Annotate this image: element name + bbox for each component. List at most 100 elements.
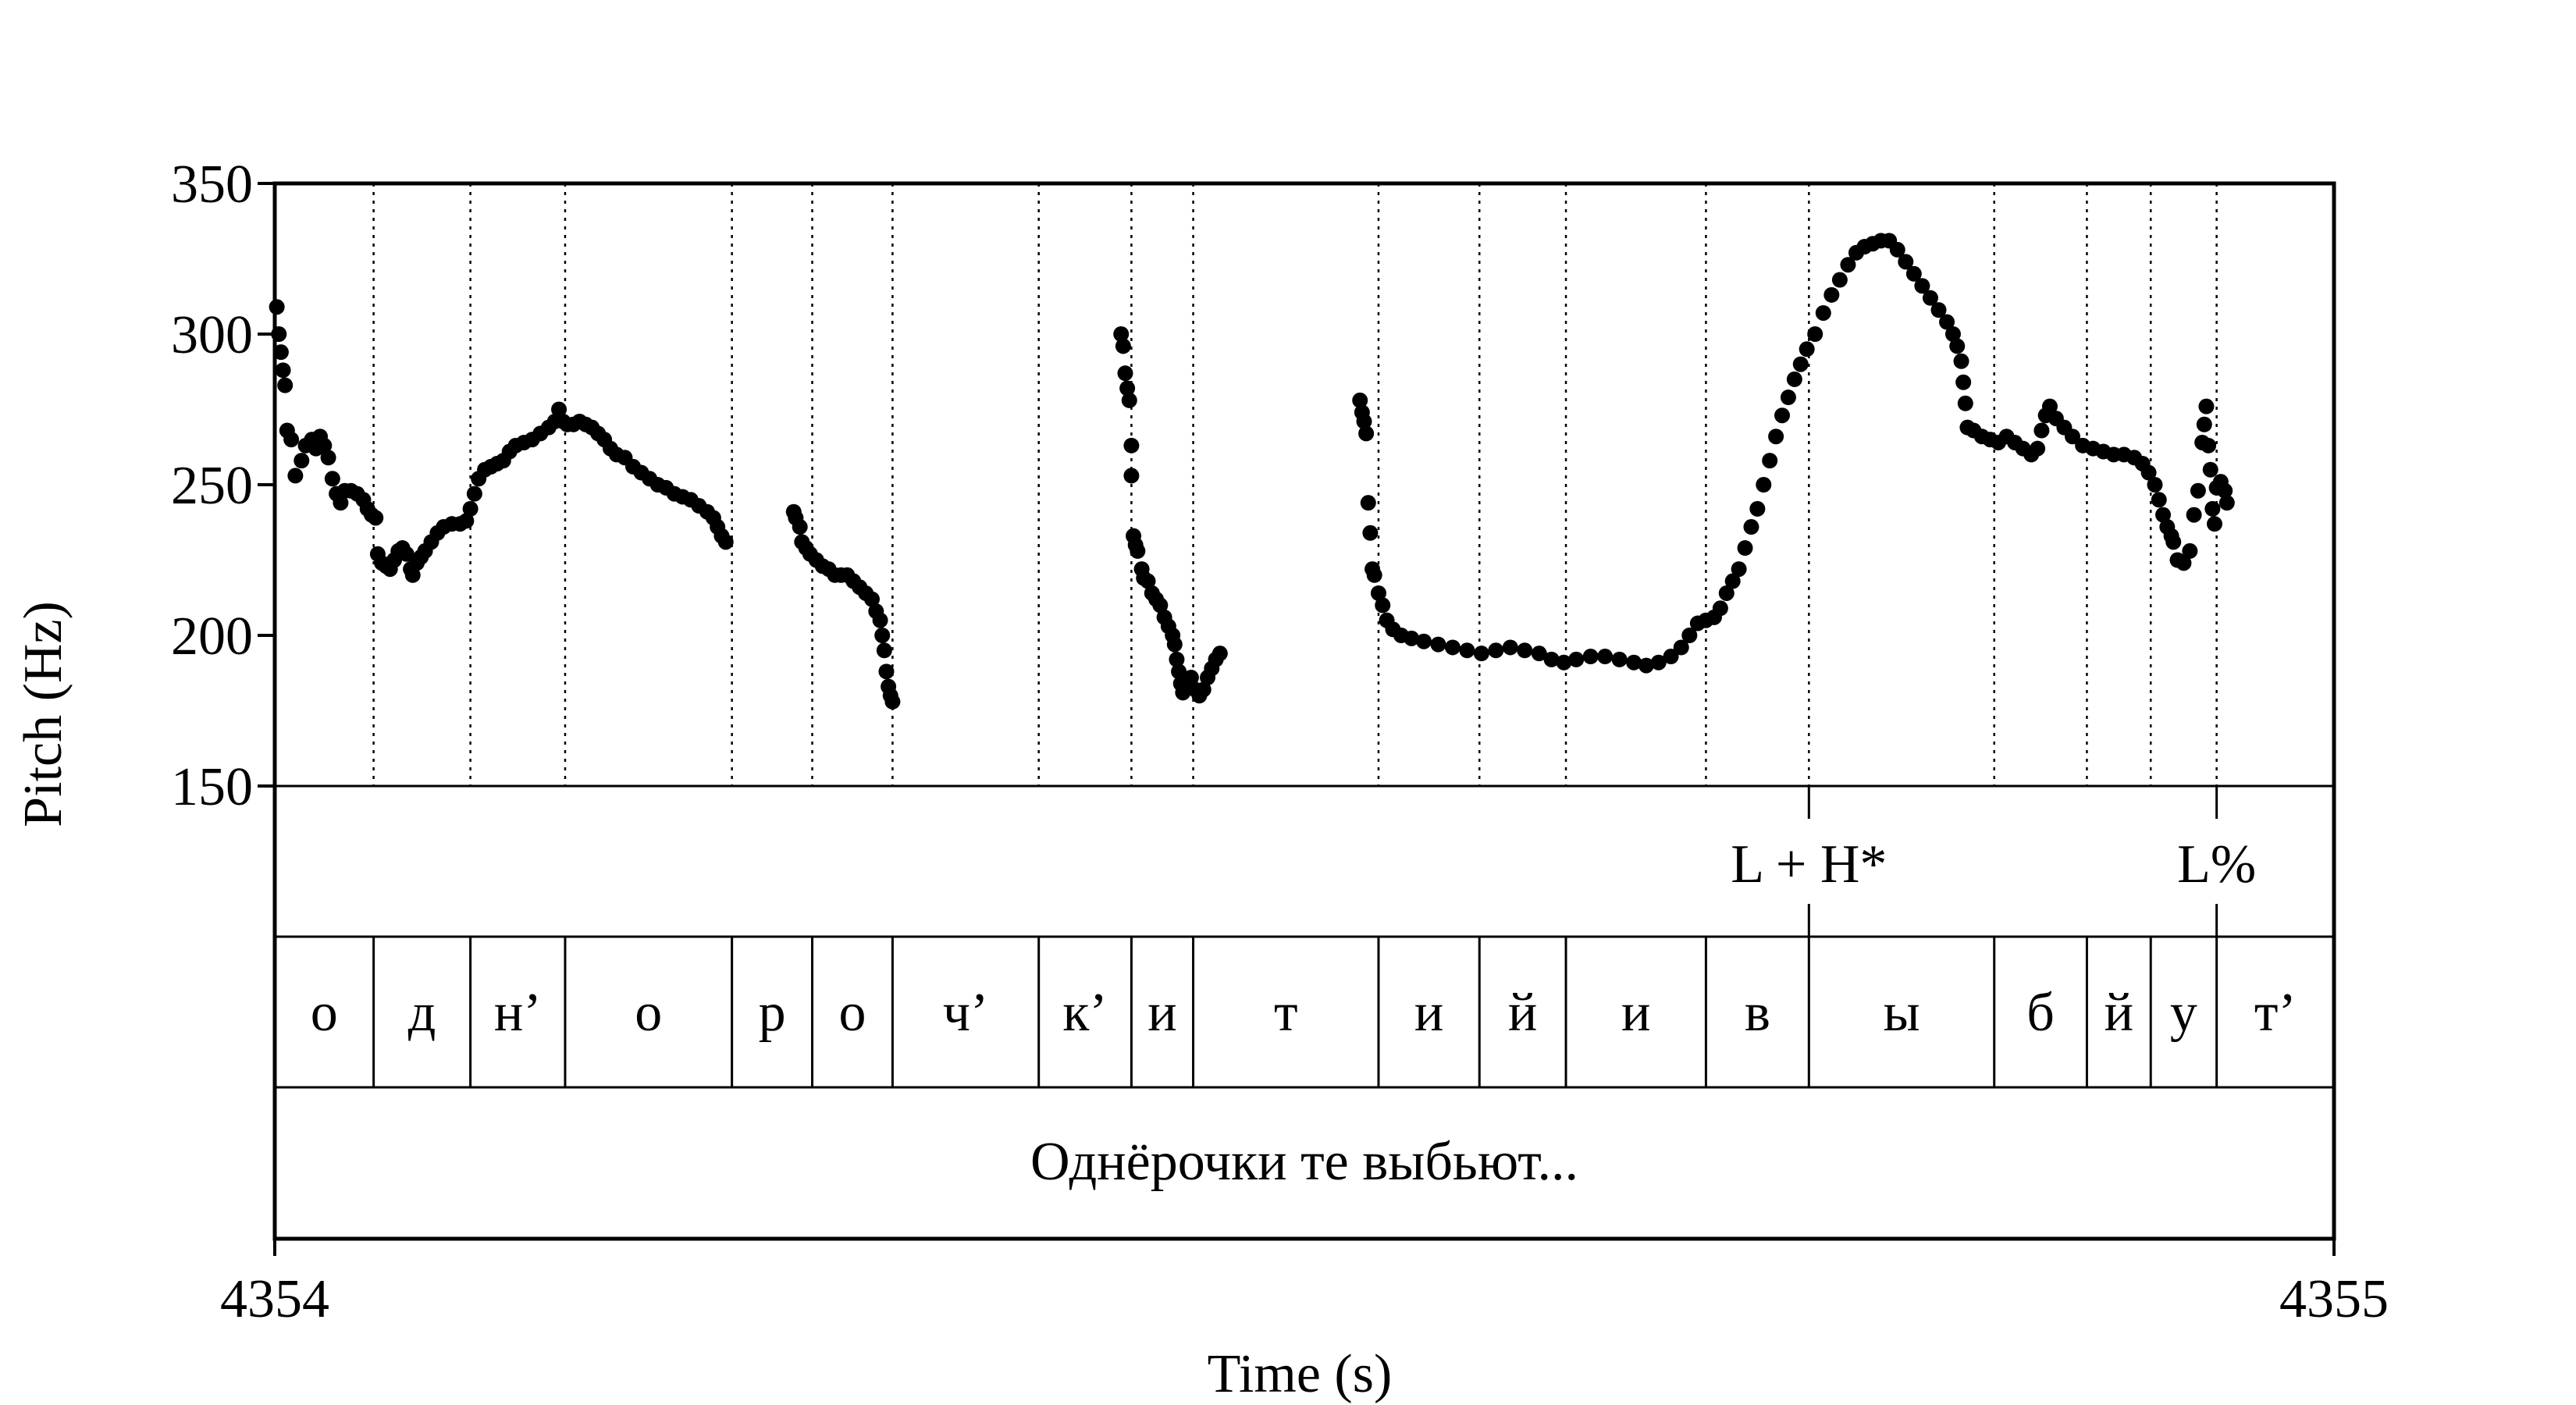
segment-label: р <box>759 983 786 1043</box>
segment-label: т’ <box>2254 983 2297 1043</box>
pitch-point <box>1905 265 1922 282</box>
pitch-point <box>2218 495 2235 511</box>
pitch-point <box>1731 561 1747 578</box>
segment-label: в <box>1745 983 1770 1043</box>
pitch-point <box>458 513 475 529</box>
pitch-point <box>1663 649 1679 665</box>
pitch-point <box>2140 464 2157 481</box>
pitch-point <box>1123 437 1140 454</box>
y-tick-label: 150 <box>171 757 253 817</box>
pitch-point <box>1823 286 1840 303</box>
segment-label: б <box>2026 983 2055 1043</box>
pitch-point <box>1681 628 1698 643</box>
segment-label: ч’ <box>943 983 989 1043</box>
pitch-point <box>1768 429 1784 445</box>
pitch-point <box>1626 654 1642 670</box>
pitch-point <box>1914 278 1930 294</box>
y-tick-label: 350 <box>171 155 253 215</box>
pitch-point <box>1404 630 1420 646</box>
pitch-point <box>404 567 421 583</box>
pitch-point <box>1115 338 1131 354</box>
pitch-point <box>878 663 895 680</box>
pitch-point <box>1780 389 1796 406</box>
pitch-point <box>1568 651 1585 667</box>
pitch-point <box>1889 241 1905 258</box>
tone-label: L + H* <box>1731 834 1887 895</box>
pitch-point <box>1774 407 1791 424</box>
pitch-point <box>1517 642 1533 659</box>
pitch-point <box>269 299 285 315</box>
pitch-point <box>1786 371 1802 387</box>
pitch-point <box>2182 542 2198 559</box>
pitch-point <box>1749 500 1766 517</box>
segment-label: ы <box>1884 983 1920 1043</box>
segment-label: о <box>635 983 662 1043</box>
pitch-point <box>1939 314 1955 330</box>
y-axis-label: Pitch (Hz) <box>13 601 73 827</box>
pitch-point <box>1930 302 1947 318</box>
segment-label: и <box>1147 983 1176 1043</box>
pitch-point <box>1362 525 1379 541</box>
pitch-point <box>1712 600 1728 617</box>
pitch-point <box>1724 573 1741 589</box>
segment-label: и <box>1414 983 1443 1043</box>
segment-label: т <box>1274 983 1298 1043</box>
pitch-point <box>462 500 479 517</box>
axis-ticks: 150 200 250 300 350 4354 4355 <box>171 155 2389 1329</box>
pitch-point <box>792 519 808 535</box>
pitch-point <box>2151 492 2167 508</box>
pitch-point <box>1119 380 1136 397</box>
pitch-point <box>1352 392 1368 408</box>
y-tick-label: 250 <box>171 456 253 516</box>
pitch-point <box>1953 353 1969 369</box>
pitch-point <box>1488 642 1504 659</box>
pitch-point <box>2030 440 2046 457</box>
segment-label: у <box>2170 983 2197 1043</box>
pitch-point <box>1831 272 1848 288</box>
pitch-point <box>864 591 881 607</box>
pitch-point <box>1743 519 1759 535</box>
pitch-point <box>466 486 482 502</box>
pitch-point <box>1473 646 1489 662</box>
pitch-point <box>1130 542 1146 559</box>
pitch-point <box>2155 507 2172 523</box>
segment-label: и <box>1621 983 1650 1043</box>
pitch-point <box>2201 437 2217 454</box>
pitch-point <box>1444 639 1461 656</box>
phrase-label: Однёрочки те выбьют... <box>1030 1132 1578 1192</box>
pitch-point <box>1840 257 1856 273</box>
pitch-point <box>1718 585 1735 601</box>
pitch-point <box>1762 453 1778 469</box>
pitch-point <box>1597 649 1614 665</box>
segment-label: д <box>408 983 436 1043</box>
pitch-point <box>1140 573 1156 589</box>
y-tick-label: 300 <box>171 305 253 365</box>
x-axis-label: Time (s) <box>1208 1344 1393 1404</box>
pitch-point <box>2033 422 2050 439</box>
outer-frame <box>272 181 2336 1241</box>
pitch-point <box>1799 341 1815 357</box>
tone-label: L% <box>2177 834 2256 895</box>
pitch-point <box>717 534 734 550</box>
pitch-point <box>876 642 892 659</box>
pitch-point <box>1756 477 1772 493</box>
pitch-point <box>2204 500 2221 517</box>
segment-label: й <box>1508 983 1537 1043</box>
pitch-point <box>2190 482 2206 499</box>
pitch-point <box>2041 398 2058 414</box>
pitch-point <box>2196 416 2212 432</box>
segment-label: н’ <box>494 983 542 1043</box>
pitch-point <box>1611 651 1628 667</box>
pitch-point <box>275 362 291 379</box>
pitch-point <box>1582 649 1599 665</box>
pitch-point <box>1737 540 1753 557</box>
pitch-point <box>2147 477 2163 493</box>
pitch-point <box>316 437 333 454</box>
pitch-point <box>368 510 384 526</box>
annotation-tiers: L + H* L%о д н’ о р о ч’ к’ и т и й и в ы б й у т’Однёрочки… <box>311 786 2297 1192</box>
pitch-point <box>1360 495 1376 511</box>
pitch-point <box>320 450 336 466</box>
pitch-point <box>2165 534 2182 550</box>
pitch-point <box>1898 254 1914 270</box>
